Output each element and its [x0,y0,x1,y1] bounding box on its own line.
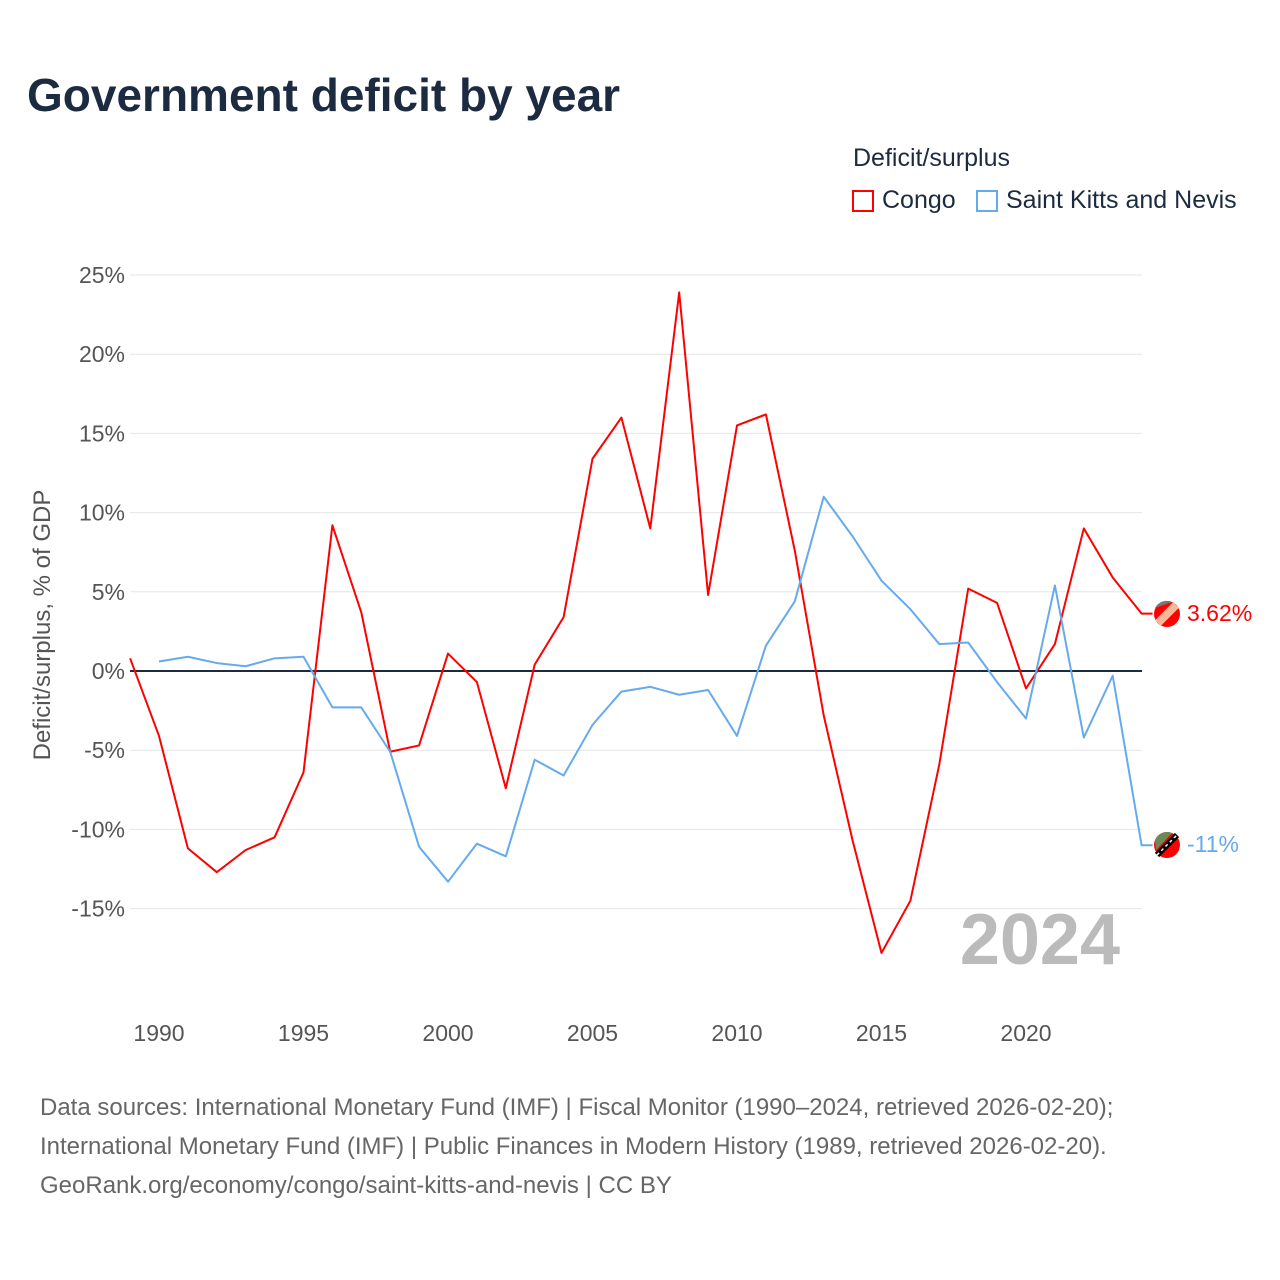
legend-item-congo[interactable]: Congo [852,186,956,215]
series-line-saint-kitts-and-nevis [158,495,1153,883]
y-tick-label: 5% [92,579,125,605]
y-tick-label: 10% [79,500,125,526]
y-tick-label: 15% [79,420,125,446]
x-tick-label: 2020 [1000,1020,1051,1046]
y-tick-label: 25% [79,262,125,288]
x-tick-labels: 1990 1995 2000 2005 2010 2015 2020 [133,1020,1051,1046]
end-marker-congo [1154,600,1180,627]
y-tick-label: -5% [84,737,125,763]
x-tick-label: 2005 [567,1020,618,1046]
legend-swatch-skn [976,189,998,212]
y-tick-label: -15% [71,896,125,922]
x-tick-label: 2000 [422,1020,473,1046]
series-line-congo [129,291,1153,954]
legend-item-skn[interactable]: Saint Kitts and Nevis [976,186,1237,215]
legend-swatch-congo [852,189,874,212]
line-chart: -15% -10% -5% 0% 5% 10% 15% 20% 25% 1990 1995 2000… [29,262,1252,1046]
data-sources: Data sources: International Monetary Fun… [40,1088,1113,1205]
source-line-1: Data sources: International Monetary Fun… [40,1094,1114,1121]
y-tick-labels: -15% -10% -5% 0% 5% 10% 15% 20% 25% [71,262,125,922]
x-tick-label: 2010 [711,1020,762,1046]
x-tick-label: 1995 [278,1020,329,1046]
chart-title: Government deficit by year [27,69,621,121]
gridlines [130,274,1142,910]
x-tick-label: 2015 [856,1020,907,1046]
source-line-2: International Monetary Fund (IMF) | Publ… [40,1133,1107,1160]
end-marker-skn [1154,831,1180,858]
y-axis-label: Deficit/surplus, % of GDP [29,490,56,761]
y-tick-label: 20% [79,341,125,367]
y-tick-label: -10% [71,816,125,842]
legend-title: Deficit/surplus [853,144,1010,172]
legend-label-congo: Congo [882,186,956,214]
legend-label-skn: Saint Kitts and Nevis [1006,186,1237,214]
source-line-3[interactable]: GeoRank.org/economy/congo/saint-kitts-an… [40,1172,672,1199]
end-label-congo: 3.62% [1187,600,1252,626]
end-label-skn: -11% [1187,831,1239,857]
year-watermark: 2024 [960,900,1120,980]
x-tick-label: 1990 [133,1020,184,1046]
y-tick-label: 0% [92,658,125,684]
